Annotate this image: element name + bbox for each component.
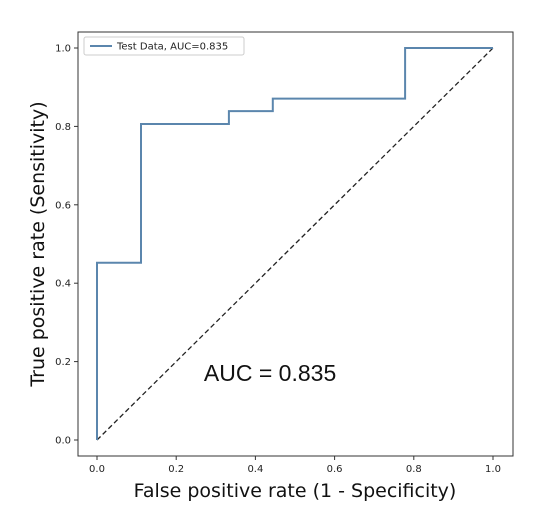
plot-area: [77, 31, 514, 457]
y-axis-label: True positive rate (Sensitivity): [27, 101, 49, 387]
x-tick-label: 0.2: [168, 464, 184, 475]
roc-curve-line: [96, 47, 493, 440]
x-tick-label: 0.4: [247, 464, 263, 475]
y-tick-label: 0.8: [55, 122, 71, 133]
y-tick-label: 0.6: [55, 200, 71, 211]
chance-diagonal-line: [96, 47, 494, 441]
x-tick-label: 0.8: [406, 464, 422, 475]
x-tick-label: 0.0: [89, 464, 105, 475]
x-tick-label: 0.6: [327, 464, 343, 475]
legend-label: Test Data, AUC=0.835: [116, 42, 228, 53]
auc-annotation: AUC = 0.835: [204, 360, 336, 386]
y-tick-label: 0.2: [55, 357, 71, 368]
x-tick-label: 1.0: [485, 464, 501, 475]
legend: Test Data, AUC=0.835: [83, 36, 245, 56]
y-tick-label: 1.0: [55, 44, 71, 55]
y-tick-label: 0.4: [55, 279, 71, 290]
axis-ticks: 0.0 0.2 0.4 0.6 0.8 1.0 0.0 0.2 0.4 0.6 0.8 1.0: [55, 44, 501, 476]
legend-box: [83, 36, 245, 56]
x-axis-label: False positive rate (1 - Specificity): [134, 480, 457, 502]
y-tick-label: 0.0: [55, 436, 71, 447]
